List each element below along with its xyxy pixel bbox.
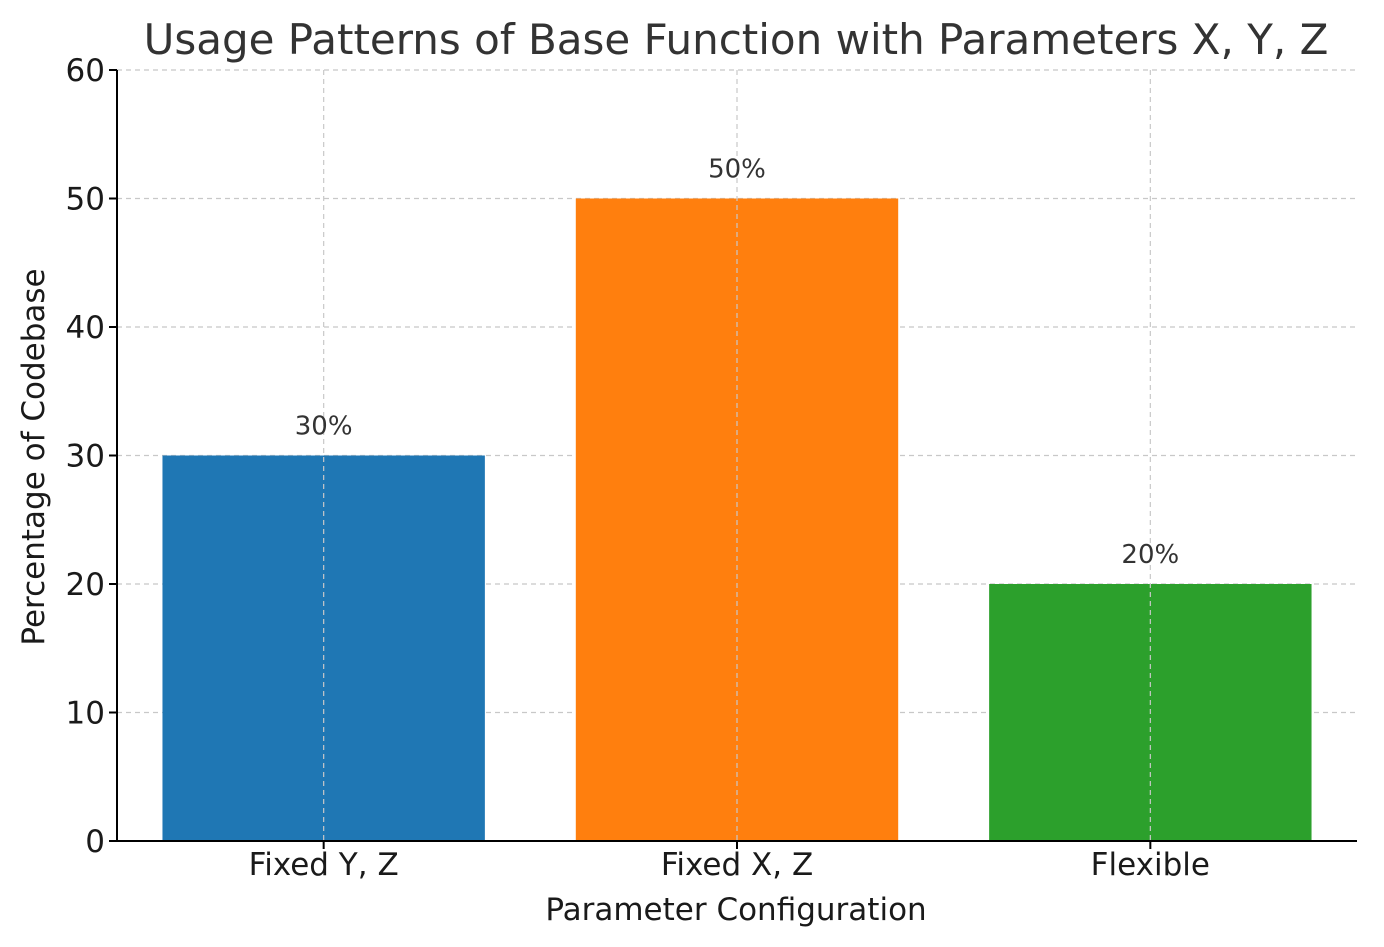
data-label: 30% (295, 412, 353, 442)
y-tick-label: 40 (66, 310, 105, 346)
x-tick-label: Flexible (1091, 847, 1210, 883)
chart-title: Usage Patterns of Base Function with Par… (144, 15, 1329, 64)
bars-layer (162, 198, 1312, 841)
y-tick-label: 0 (85, 824, 105, 860)
y-tick-label: 60 (66, 53, 105, 89)
x-tick-label: Fixed X, Z (661, 847, 813, 883)
vertical-grid-layer (323, 70, 1151, 841)
x-tick-label: Fixed Y, Z (249, 847, 399, 883)
y-tick-label: 20 (66, 567, 105, 603)
y-tick-label: 10 (66, 696, 105, 732)
data-label: 50% (708, 155, 766, 185)
bar-2 (575, 198, 899, 841)
x-axis-label: Parameter Configuration (545, 892, 926, 928)
axes-layer: 0 10 20 30 40 50 60 Fixed Y, Z Fixed X, Z Flexibl… (66, 53, 1357, 883)
y-tick-label: 50 (66, 182, 105, 218)
data-label: 20% (1121, 540, 1179, 570)
y-tick-label: 30 (66, 439, 105, 475)
y-axis-label: Percentage of Codebase (16, 268, 52, 645)
data-labels-layer: 30% 50% 20% (295, 155, 1179, 571)
